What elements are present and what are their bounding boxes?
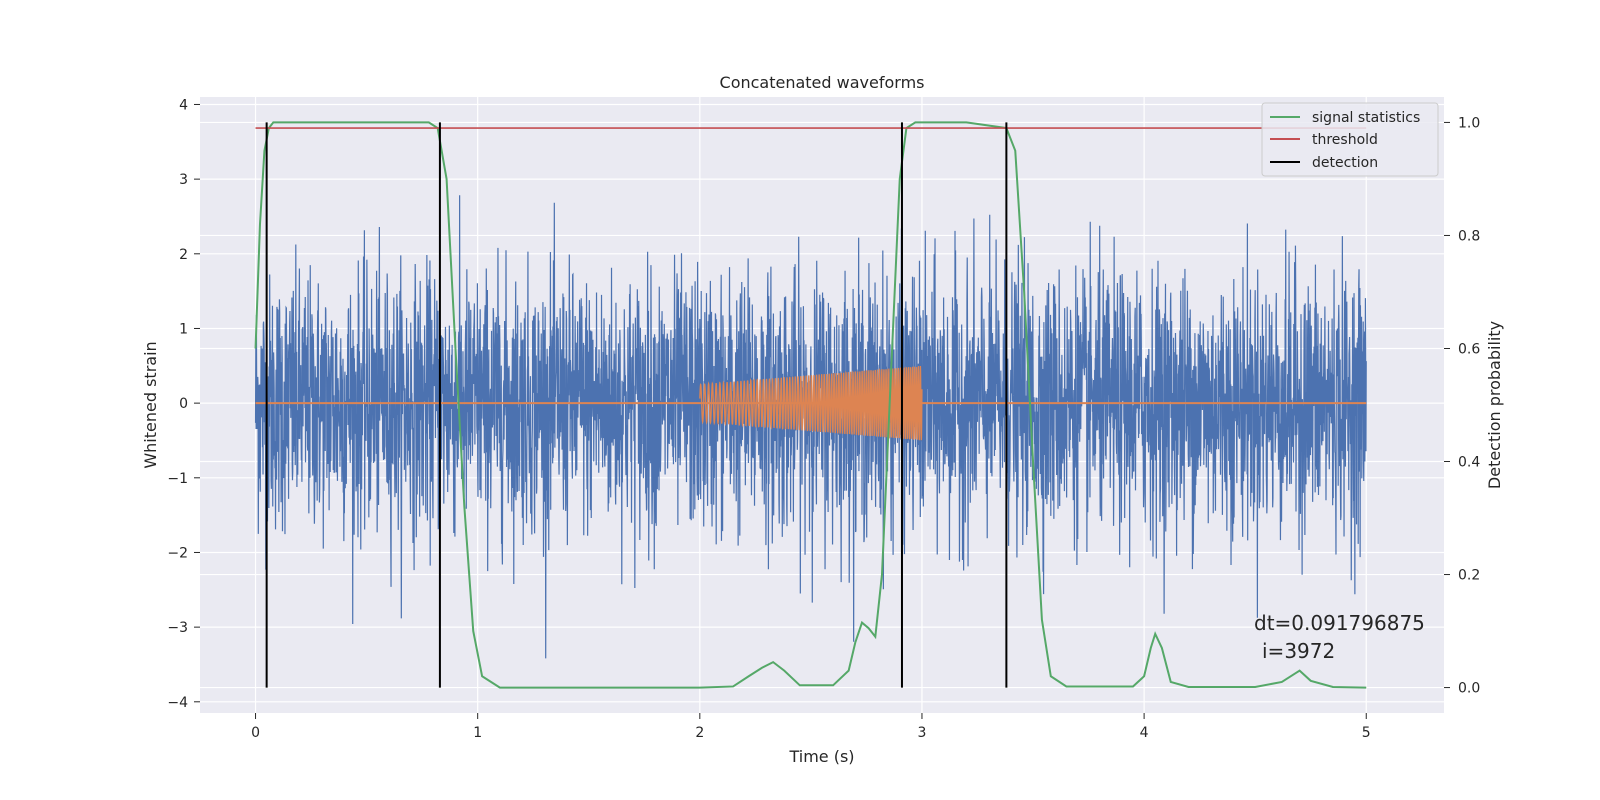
legend-label-detection: detection <box>1312 155 1378 171</box>
y-tick-label: −1 <box>167 471 188 487</box>
plot-area <box>254 121 1367 689</box>
x-tick-label: 3 <box>918 725 927 741</box>
x-axis: 0 1 2 3 4 5 <box>251 713 1371 741</box>
y-tick-label: −4 <box>167 695 188 711</box>
right-y-axis: 0.0 0.2 0.4 0.6 0.8 1.0 <box>1444 115 1480 697</box>
legend-label-threshold: threshold <box>1312 132 1378 148</box>
annotation-i: i=3972 <box>1262 639 1335 663</box>
y-tick-label: 3 <box>179 172 188 188</box>
x-axis-label: Time (s) <box>788 747 854 766</box>
signal-statistics-series <box>254 121 1367 689</box>
x-tick-label: 2 <box>695 725 704 741</box>
annotation-dt: dt=0.091796875 <box>1254 611 1425 635</box>
y-tick-label: 0 <box>179 396 188 412</box>
y2-tick-label: 0.8 <box>1458 228 1480 244</box>
chart-title: Concatenated waveforms <box>720 73 925 92</box>
left-y-axis: −4 −3 −2 −1 0 1 2 3 4 <box>167 97 200 711</box>
y-tick-label: 2 <box>179 247 188 263</box>
y-axis-label: Whitened strain <box>141 341 160 468</box>
injected-signal-series <box>699 365 923 441</box>
y2-axis-label: Detection probability <box>1485 321 1504 489</box>
x-tick-label: 0 <box>251 725 260 741</box>
detection-series <box>265 122 1008 688</box>
y-tick-label: −3 <box>167 620 188 636</box>
x-tick-label: 1 <box>473 725 482 741</box>
y-tick-label: −2 <box>167 545 188 561</box>
y2-tick-label: 0.6 <box>1458 341 1480 357</box>
legend: signal statistics threshold detection <box>1261 102 1439 177</box>
y2-tick-label: 0.4 <box>1458 455 1480 471</box>
y2-tick-label: 0.0 <box>1458 681 1480 697</box>
x-tick-label: 4 <box>1140 725 1149 741</box>
y2-tick-label: 0.2 <box>1458 568 1480 584</box>
y-tick-label: 4 <box>179 97 188 113</box>
y-tick-label: 1 <box>179 321 188 337</box>
legend-label-signal-statistics: signal statistics <box>1312 110 1420 126</box>
y2-tick-label: 1.0 <box>1458 115 1480 131</box>
x-tick-label: 5 <box>1362 725 1371 741</box>
legend-box <box>1261 102 1439 177</box>
